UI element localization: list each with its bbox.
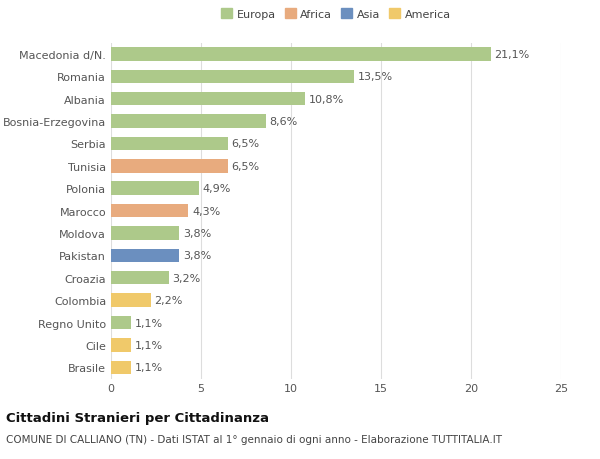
Text: 3,2%: 3,2%	[172, 273, 200, 283]
Text: 3,8%: 3,8%	[183, 251, 211, 261]
Bar	[111, 93, 305, 106]
Text: 8,6%: 8,6%	[269, 117, 298, 127]
Text: 10,8%: 10,8%	[309, 95, 344, 105]
Text: 1,1%: 1,1%	[134, 318, 163, 328]
Text: Cittadini Stranieri per Cittadinanza: Cittadini Stranieri per Cittadinanza	[6, 411, 269, 424]
Text: 4,3%: 4,3%	[192, 206, 220, 216]
Text: COMUNE DI CALLIANO (TN) - Dati ISTAT al 1° gennaio di ogni anno - Elaborazione T: COMUNE DI CALLIANO (TN) - Dati ISTAT al …	[6, 434, 502, 444]
Text: 1,1%: 1,1%	[134, 363, 163, 373]
Bar	[111, 204, 188, 218]
Text: 1,1%: 1,1%	[134, 340, 163, 350]
Bar	[111, 249, 179, 263]
Bar	[111, 182, 199, 196]
Bar	[111, 70, 354, 84]
Text: 6,5%: 6,5%	[232, 139, 260, 149]
Bar	[111, 48, 491, 62]
Bar	[111, 338, 131, 352]
Bar	[111, 316, 131, 330]
Legend: Europa, Africa, Asia, America: Europa, Africa, Asia, America	[221, 9, 451, 20]
Text: 21,1%: 21,1%	[494, 50, 530, 60]
Text: 13,5%: 13,5%	[358, 72, 393, 82]
Bar	[111, 227, 179, 240]
Text: 3,8%: 3,8%	[183, 229, 211, 239]
Bar	[111, 115, 266, 129]
Bar	[111, 294, 151, 307]
Text: 2,2%: 2,2%	[154, 296, 182, 306]
Bar	[111, 160, 228, 173]
Text: 6,5%: 6,5%	[232, 162, 260, 172]
Bar	[111, 137, 228, 151]
Bar	[111, 361, 131, 374]
Bar	[111, 271, 169, 285]
Text: 4,9%: 4,9%	[203, 184, 231, 194]
